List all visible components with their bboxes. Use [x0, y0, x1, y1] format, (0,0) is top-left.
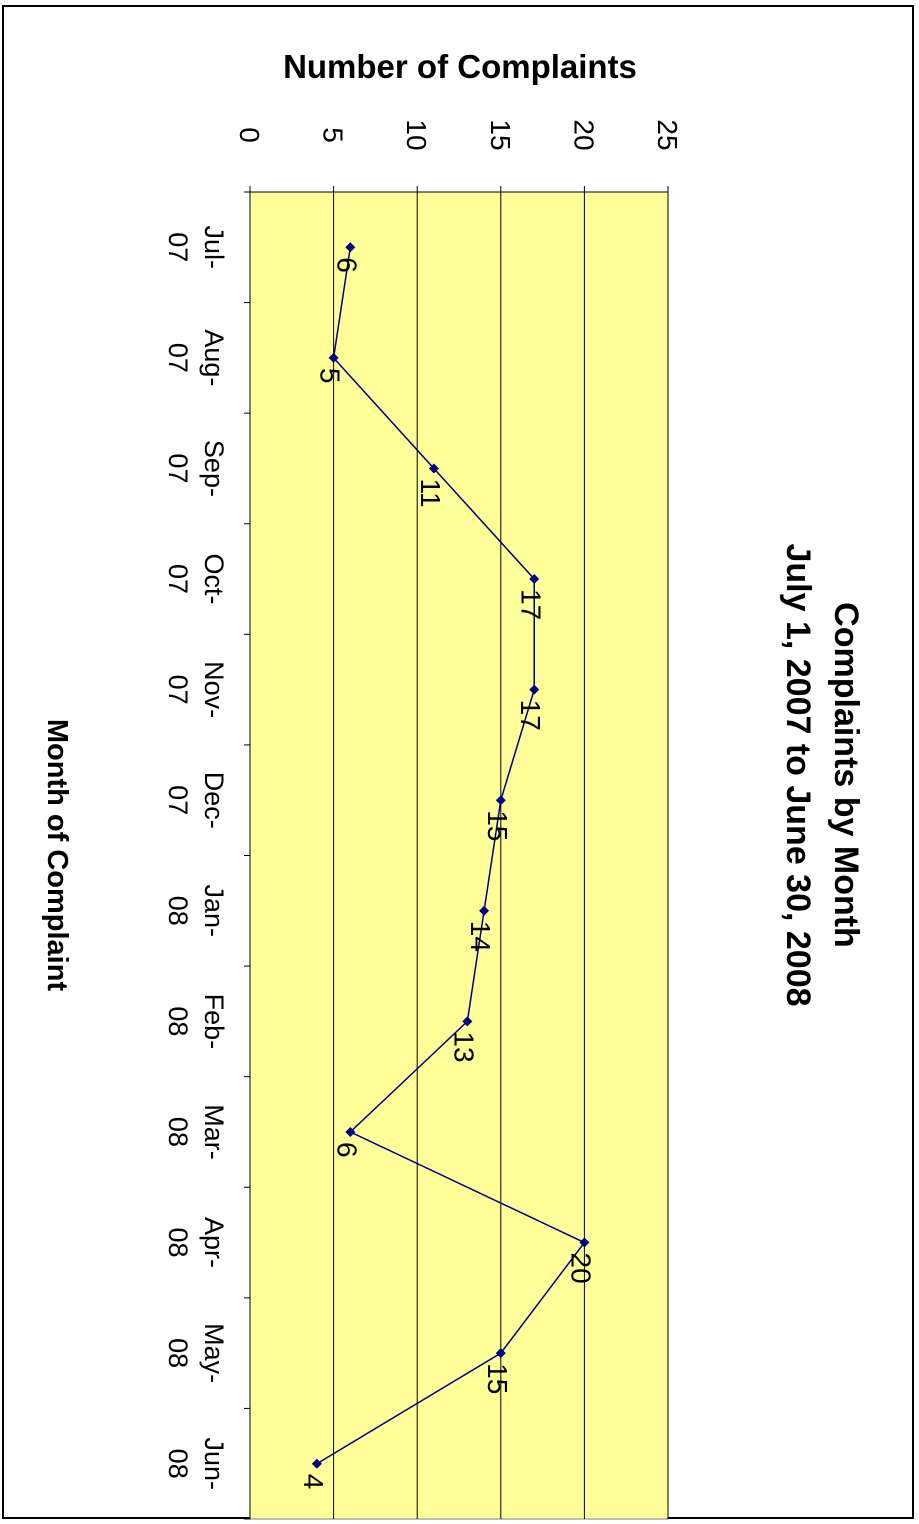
data-series: [311, 242, 590, 1469]
data-label-8: 6: [331, 1142, 362, 1158]
series-line: [316, 247, 586, 1465]
data-label-9: 20: [565, 1253, 596, 1284]
value-tick-label-15: 15: [485, 119, 516, 150]
category-label-0-0: Jul-: [199, 226, 229, 270]
value-tick-label-10: 10: [401, 119, 432, 150]
data-point-8: [345, 1126, 356, 1137]
category-label-3-0: Oct-: [199, 554, 229, 605]
value-tick-label-0: 0: [234, 127, 265, 143]
category-label-2-1: 07: [163, 453, 193, 483]
category-label-11-1: 08: [163, 1449, 193, 1479]
data-point-7: [462, 1016, 473, 1027]
category-label-9-1: 08: [163, 1228, 193, 1258]
titles: Complaints by Month July 1, 2007 to June …: [41, 48, 865, 1007]
category-label-8-0: Mar-: [199, 1104, 229, 1160]
plot-area: [249, 191, 669, 1520]
data-label-6: 14: [465, 921, 496, 952]
data-point-2: [428, 463, 439, 474]
category-label-6-1: 08: [163, 896, 193, 926]
gridlines: [333, 192, 669, 1519]
category-label-7-1: 08: [163, 1006, 193, 1036]
category-label-11-0: Jun-: [199, 1437, 229, 1490]
category-label-1-0: Aug-: [199, 329, 229, 386]
category-label-5-0: Dec-: [199, 772, 229, 829]
category-axis-title: Month of Complaint: [41, 719, 73, 992]
category-label-8-1: 08: [163, 1117, 193, 1147]
data-point-10: [495, 1348, 506, 1359]
data-point-6: [479, 905, 490, 916]
category-label-10-0: May-: [199, 1323, 229, 1383]
value-tick-label-5: 5: [318, 127, 349, 143]
data-point-11: [311, 1458, 322, 1469]
data-label-4: 17: [515, 700, 546, 731]
category-label-6-0: Jan-: [199, 885, 229, 938]
tick-labels: 0 5 10 15 20 25Jul-07Aug-07Sep-07Oct-07Nov-07…: [163, 119, 683, 1490]
data-label-2: 11: [415, 478, 446, 507]
data-label-1: 5: [315, 368, 346, 384]
data-labels: 6 5 11 17 17 15 14 13 6 20 15 4: [298, 257, 597, 1489]
data-point-5: [495, 795, 506, 806]
category-label-4-0: Nov-: [199, 661, 229, 718]
value-tick-label-25: 25: [652, 119, 683, 150]
category-label-3-1: 07: [163, 564, 193, 594]
data-point-9: [579, 1237, 590, 1248]
data-point-0: [345, 242, 356, 253]
value-axis-title: Number of Complaints: [283, 48, 637, 85]
category-label-9-0: Apr-: [199, 1217, 229, 1268]
data-point-4: [529, 684, 540, 695]
data-label-11: 4: [298, 1474, 329, 1490]
data-label-10: 15: [482, 1363, 513, 1394]
data-label-5: 15: [482, 810, 513, 841]
category-label-5-1: 07: [163, 785, 193, 815]
chart-title-line-0: Complaints by Month: [827, 602, 865, 948]
data-label-0: 6: [331, 257, 362, 273]
category-label-0-1: 07: [163, 232, 193, 262]
category-label-1-1: 07: [163, 343, 193, 373]
category-label-7-0: Feb-: [199, 994, 229, 1050]
chart-title-line-1: July 1, 2007 to June 30, 2008: [779, 543, 817, 1006]
data-label-7: 13: [448, 1031, 479, 1062]
category-label-10-1: 08: [163, 1338, 193, 1368]
data-point-3: [529, 574, 540, 585]
category-label-4-1: 07: [163, 675, 193, 705]
category-label-2-0: Sep-: [199, 440, 229, 497]
axes: [244, 186, 669, 1520]
data-point-1: [328, 352, 339, 363]
data-label-3: 17: [515, 589, 546, 620]
value-tick-label-20: 20: [568, 119, 599, 150]
